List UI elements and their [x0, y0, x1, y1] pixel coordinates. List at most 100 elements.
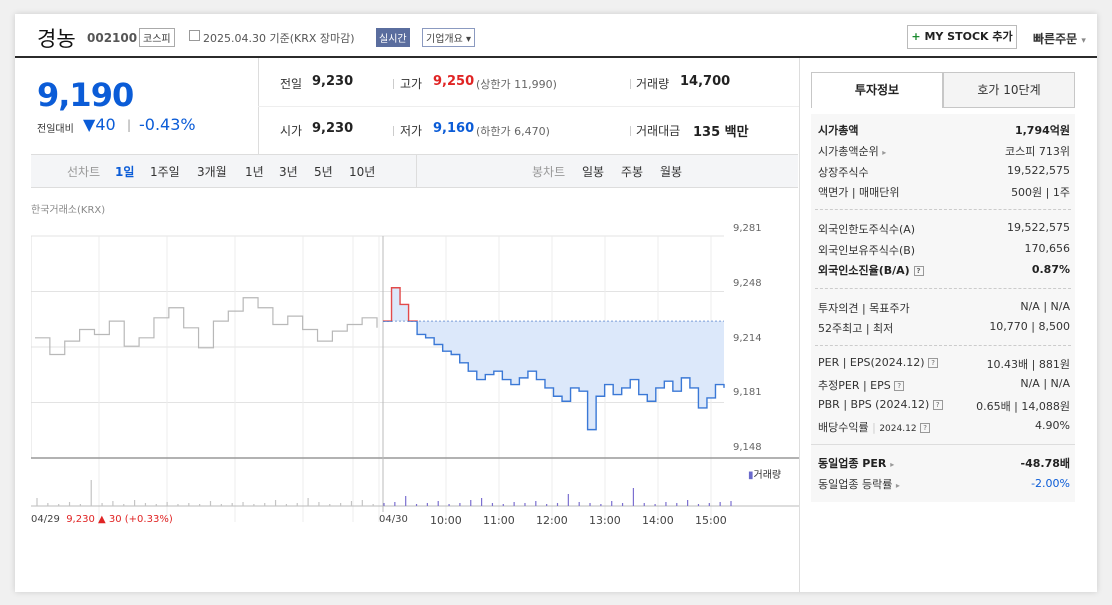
per-text: PER | EPS(2024.12) — [818, 356, 925, 369]
x-tick-label: 13:00 — [589, 514, 621, 527]
period-3m[interactable]: 3개월 — [197, 165, 227, 179]
opinion-value: N/A | N/A — [1020, 300, 1070, 313]
divider: | — [127, 118, 132, 132]
divider — [815, 288, 1071, 289]
per-value: 10.43배 | 881원 — [986, 358, 1070, 371]
shares-value: 19,522,575 — [1007, 164, 1070, 177]
dividend-text: 배당수익률 — [818, 421, 869, 434]
cap-rank-value: 코스피 713위 — [1005, 145, 1070, 158]
current-price: 9,190 — [37, 76, 134, 114]
period-5y[interactable]: 5년 — [314, 165, 333, 179]
help-icon[interactable]: ? — [913, 266, 924, 276]
divider — [630, 79, 631, 89]
help-icon[interactable]: ? — [894, 381, 905, 391]
sector-per-label[interactable]: 동일업종 PER ▸ — [818, 455, 894, 471]
divider — [393, 79, 394, 89]
sector-per-text: 동일업종 PER — [818, 457, 887, 470]
my-stock-add-button[interactable]: + MY STOCK 추가 — [907, 25, 1017, 49]
stock-card: 경농 002100 코스피 2025.04.30 기준(KRX 장마감) 실시간… — [15, 14, 1097, 592]
y-tick-label: 9,214 — [733, 333, 762, 344]
y-tick-label: 9,181 — [733, 387, 762, 398]
foreign-limit-value: 19,522,575 — [1007, 221, 1070, 234]
y-tick-label: 9,281 — [733, 223, 762, 234]
face-value: 500원 | 1주 — [1011, 186, 1070, 199]
x-tick-label: 11:00 — [483, 514, 515, 527]
period-10y[interactable]: 10년 — [349, 165, 376, 179]
market-cap-value: 1,794억원 — [1014, 124, 1070, 137]
prev-close-value: 9,230 — [312, 74, 354, 89]
divider — [815, 345, 1071, 346]
chevron-right-icon: ▸ — [890, 460, 895, 469]
candle-monthly[interactable]: 월봉 — [660, 165, 683, 179]
x-tick-label: 04/29 — [31, 514, 60, 525]
tab-orderbook[interactable]: 호가 10단계 — [943, 72, 1075, 108]
prev-close-label: 전일 — [280, 77, 303, 91]
divider — [393, 126, 394, 136]
period-1d[interactable]: 1일 — [115, 165, 135, 179]
dividend-value: 4.90% — [1035, 419, 1070, 432]
sector-change-value: -2.00% — [1031, 477, 1070, 490]
pbr-value: 0.65배 | 14,088원 — [976, 400, 1070, 413]
change-percent: -0.43% — [139, 115, 196, 134]
area-fill — [383, 287, 724, 430]
divider: | — [872, 421, 876, 434]
volume-legend: ▮거래량 — [748, 466, 781, 481]
x-tick-label: 14:00 — [642, 514, 674, 527]
help-icon[interactable]: ? — [932, 400, 943, 410]
chevron-down-icon: ▾ — [1081, 36, 1086, 46]
stock-code: 002100 — [87, 31, 138, 45]
opinion-label: 투자의견 | 목표주가 — [818, 302, 910, 315]
amount-label: 거래대금 — [636, 124, 681, 138]
foreign-ratio-value: 0.87% — [1031, 263, 1070, 276]
divider — [799, 58, 800, 592]
amount-value: 135 백만 — [693, 125, 749, 140]
foreign-ratio-label: 외국인소진율(B/A) ? — [818, 262, 924, 278]
shares-label: 상장주식수 — [818, 166, 869, 179]
period-bar — [31, 154, 798, 188]
x-tick-label: 15:00 — [695, 514, 727, 527]
upper-limit: (상한가 11,990) — [476, 78, 557, 91]
foreign-hold-label: 외국인보유주식수(B) — [818, 244, 916, 257]
period-1w[interactable]: 1주일 — [150, 165, 180, 179]
help-icon[interactable]: ? — [920, 423, 931, 433]
lower-limit: (하한가 6,470) — [476, 125, 550, 138]
sector-change-label[interactable]: 동일업종 등락률 ▸ — [818, 476, 900, 492]
face-label: 액면가 | 매매단위 — [818, 186, 900, 199]
divider — [258, 106, 799, 107]
change-label: 전일대비 — [37, 124, 74, 135]
quick-order-label: 빠른주문 — [1033, 32, 1078, 46]
sector-per-value: -48.78배 — [1020, 457, 1070, 470]
chevron-right-icon: ▸ — [882, 148, 887, 157]
quick-order-dropdown[interactable]: 빠른주문 ▾ — [1033, 30, 1086, 47]
est-per-value: N/A | N/A — [1020, 377, 1070, 390]
realtime-button[interactable]: 실시간 — [376, 28, 410, 47]
legend-bar-icon: ▮ — [748, 470, 754, 481]
period-1y[interactable]: 1년 — [245, 165, 264, 179]
price-chart[interactable] — [31, 222, 799, 522]
x-tick-label: 12:00 — [536, 514, 568, 527]
change-amount: 40 — [95, 115, 116, 134]
high-label: 고가 — [400, 77, 423, 91]
foreign-limit-label: 외국인한도주식수(A) — [818, 223, 916, 236]
chart-source: 한국거래소(KRX) — [31, 205, 106, 216]
candle-weekly[interactable]: 주봉 — [621, 165, 644, 179]
today-line — [383, 321, 725, 431]
week52-label: 52주최고 | 최저 — [818, 322, 894, 335]
line-chart-label: 선차트 — [67, 165, 101, 179]
prev-day-label: 04/29 9,230 ▲ 30 (+0.33%) — [31, 514, 173, 525]
volume-value: 14,700 — [680, 74, 731, 89]
candle-daily[interactable]: 일봉 — [582, 165, 605, 179]
tab-invest-info[interactable]: 투자정보 — [811, 72, 943, 108]
foreign-ratio-text: 외국인소진율(B/A) — [818, 264, 910, 277]
open-value: 9,230 — [312, 121, 354, 136]
low-value: 9,160 — [433, 121, 475, 136]
cap-rank-label[interactable]: 시가총액순위 ▸ — [818, 143, 886, 159]
low-label: 저가 — [400, 124, 423, 138]
down-triangle-icon: ▼ — [83, 115, 96, 134]
period-3y[interactable]: 3년 — [279, 165, 298, 179]
company-overview-dropdown[interactable]: 기업개요 ▾ — [422, 28, 475, 47]
help-icon[interactable]: ? — [928, 358, 939, 368]
cap-rank-text: 시가총액순위 — [818, 145, 879, 158]
y-tick-label: 9,248 — [733, 278, 762, 289]
week52-value: 10,770 | 8,500 — [989, 320, 1070, 333]
